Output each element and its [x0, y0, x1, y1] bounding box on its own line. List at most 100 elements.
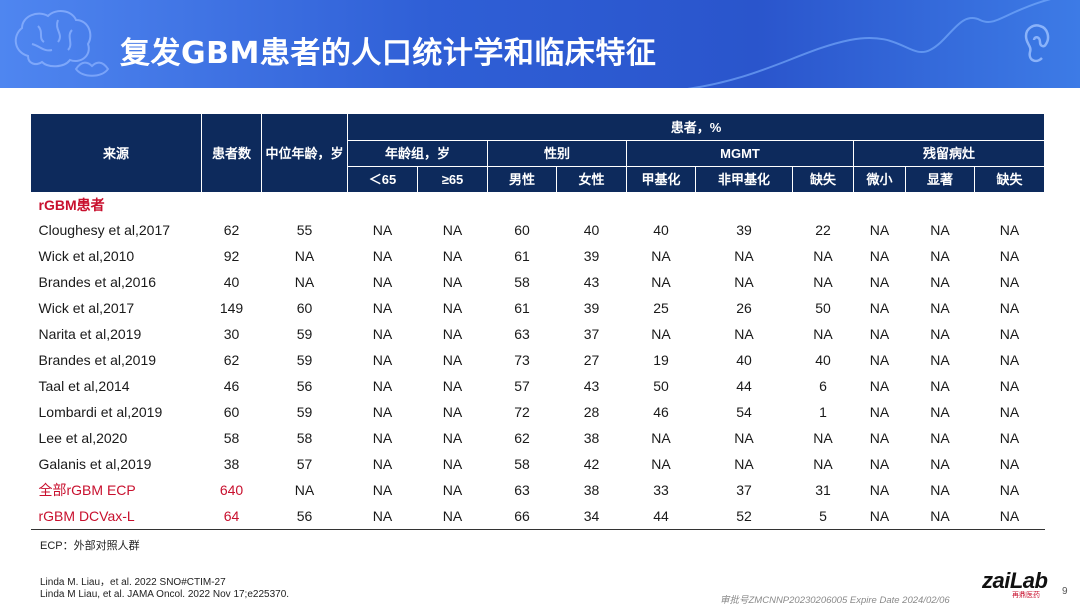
cell-minimal: NA: [869, 352, 890, 368]
cell-male: 61: [514, 300, 530, 316]
cell-residual-missing: NA: [999, 274, 1020, 290]
cell-significant: NA: [930, 378, 950, 394]
cell-median-age: 58: [296, 430, 313, 446]
subheader-male: 男性: [487, 166, 557, 193]
cell-minimal: NA: [869, 326, 890, 342]
cell-65-plus: NA: [442, 352, 463, 368]
cell-male: 66: [487, 503, 557, 530]
cell-residual-missing: NA: [999, 404, 1020, 420]
cell-patient-count: 30: [223, 326, 240, 342]
cell-residual-missing: NA: [999, 430, 1020, 446]
cell-methylated: 33: [653, 482, 669, 498]
section-row: rGBM患者: [31, 193, 1045, 218]
cell-male: 63: [514, 482, 530, 498]
zailab-logo: zaiLab 再鼎医药: [982, 568, 1062, 600]
cell-patient-count: 62: [223, 222, 240, 238]
cell-source: Lee et al,2020: [38, 430, 128, 446]
footnote: ECP：外部对照人群: [40, 540, 140, 552]
cell-source: Wick et al,2017: [38, 300, 135, 316]
cell-male: 58: [514, 274, 530, 290]
cell-median-age: NA: [294, 248, 315, 264]
header-patient-count: 患者数: [201, 113, 262, 193]
cell-significant: NA: [930, 430, 950, 446]
cell-median-age: 57: [296, 456, 313, 472]
cell-under-65: NA: [372, 248, 393, 264]
cell-mgmt-missing: NA: [813, 326, 833, 342]
reference-item: Linda M. Liau，et al. 2022 SNO#CTIM-27: [40, 577, 226, 588]
cell-65-plus: NA: [442, 222, 463, 238]
cell-unmethylated: 40: [736, 352, 752, 368]
page-number: 9: [1062, 586, 1068, 597]
cell-residual-missing: NA: [999, 352, 1020, 368]
subheader-mgmt-missing: 缺失: [792, 166, 854, 193]
cell-significant: NA: [930, 300, 950, 316]
subheader-minimal: 微小: [853, 166, 906, 193]
logo-subtext: 再鼎医药: [1012, 592, 1040, 599]
cell-methylated: NA: [651, 326, 671, 342]
cell-patient-count: 149: [219, 300, 244, 316]
cell-unmethylated: 39: [736, 222, 752, 238]
table-row: Brandes et al,2016 40 NA NA NA 58 43 NA NA NA NA NA…: [31, 269, 1045, 295]
cell-median-age: 56: [261, 503, 348, 530]
subheader-methylated: 甲基化: [626, 166, 696, 193]
cell-minimal: NA: [869, 482, 890, 498]
cell-patient-count: 64: [201, 503, 262, 530]
cell-under-65: NA: [372, 378, 393, 394]
table-body: rGBM患者 Cloughesy et al,2017 62 55 NA NA 60 40 4…: [30, 193, 1045, 530]
cell-residual-missing: NA: [999, 326, 1020, 342]
cell-significant: NA: [930, 404, 950, 420]
cell-patient-count: 62: [223, 352, 240, 368]
cell-minimal: NA: [869, 378, 890, 394]
cell-residual-missing: NA: [999, 248, 1020, 264]
demographics-table: 来源 患者数 中位年龄，岁 患者，% 年龄组，岁 性别 MGMT 残留病灶 ＜6…: [30, 113, 1045, 530]
cell-under-65: NA: [372, 300, 393, 316]
cell-methylated: 46: [653, 404, 669, 420]
cell-mgmt-missing: NA: [813, 274, 833, 290]
cell-unmethylated: 54: [736, 404, 752, 420]
cell-unmethylated: NA: [734, 274, 754, 290]
cell-65-plus: NA: [442, 326, 463, 342]
cell-methylated: 44: [626, 503, 696, 530]
subheader-residual-missing: 缺失: [974, 166, 1045, 193]
table-row: Cloughesy et al,2017 62 55 NA NA 60 40 40 39 22 NA…: [31, 217, 1045, 243]
cell-patient-count: 46: [223, 378, 240, 394]
cell-source: Taal et al,2014: [38, 378, 130, 394]
cell-minimal: NA: [869, 404, 890, 420]
table-row: Wick et al,2017 149 60 NA NA 61 39 25 26 50 NA NA NA: [31, 295, 1045, 321]
cell-median-age: 60: [296, 300, 313, 316]
cell-female: 39: [583, 248, 600, 264]
cell-female: 38: [583, 482, 600, 498]
cell-source: rGBM DCVax-L: [30, 503, 202, 530]
cell-methylated: 50: [653, 378, 669, 394]
approval-code: 审批号ZMCNNP20230206005 Expire Date 2024/02…: [720, 595, 950, 606]
cell-mgmt-missing: NA: [813, 430, 833, 446]
page-title: 复发GBM患者的人口统计学和临床特征: [120, 36, 657, 71]
cell-residual-missing: NA: [999, 482, 1020, 498]
cell-female: 43: [583, 378, 600, 394]
cell-residual-missing: NA: [974, 503, 1045, 530]
table-row: Lombardi et al,2019 60 59 NA NA 72 28 46 54 1 NA NA…: [31, 399, 1045, 425]
cell-under-65: NA: [372, 456, 393, 472]
cell-female: 39: [583, 300, 600, 316]
cell-median-age: 56: [296, 378, 313, 394]
cell-methylated: NA: [651, 274, 671, 290]
cell-methylated: 40: [653, 222, 669, 238]
cell-under-65: NA: [372, 326, 393, 342]
references: Linda M. Liau，et al. 2022 SNO#CTIM-27 Li…: [40, 577, 289, 601]
subheader-unmethylated: 非甲基化: [695, 166, 793, 193]
cell-minimal: NA: [869, 274, 890, 290]
cell-source: Lombardi et al,2019: [38, 404, 163, 420]
table-row: Brandes et al,2019 62 59 NA NA 73 27 19 40 40 NA NA…: [31, 347, 1045, 373]
cell-under-65: NA: [372, 274, 393, 290]
cell-mgmt-missing: 5: [792, 503, 854, 530]
cell-female: 28: [583, 404, 600, 420]
cell-65-plus: NA: [442, 274, 463, 290]
cell-unmethylated: 37: [736, 482, 752, 498]
cell-patient-count: 38: [223, 456, 240, 472]
table-row: Taal et al,2014 46 56 NA NA 57 43 50 44 6 NA NA NA: [31, 373, 1045, 399]
cell-patient-count: 58: [223, 430, 240, 446]
cell-minimal: NA: [869, 222, 890, 238]
cell-65-plus: NA: [442, 482, 463, 498]
cell-source: Galanis et al,2019: [38, 456, 152, 472]
lips-icon: [74, 61, 110, 77]
